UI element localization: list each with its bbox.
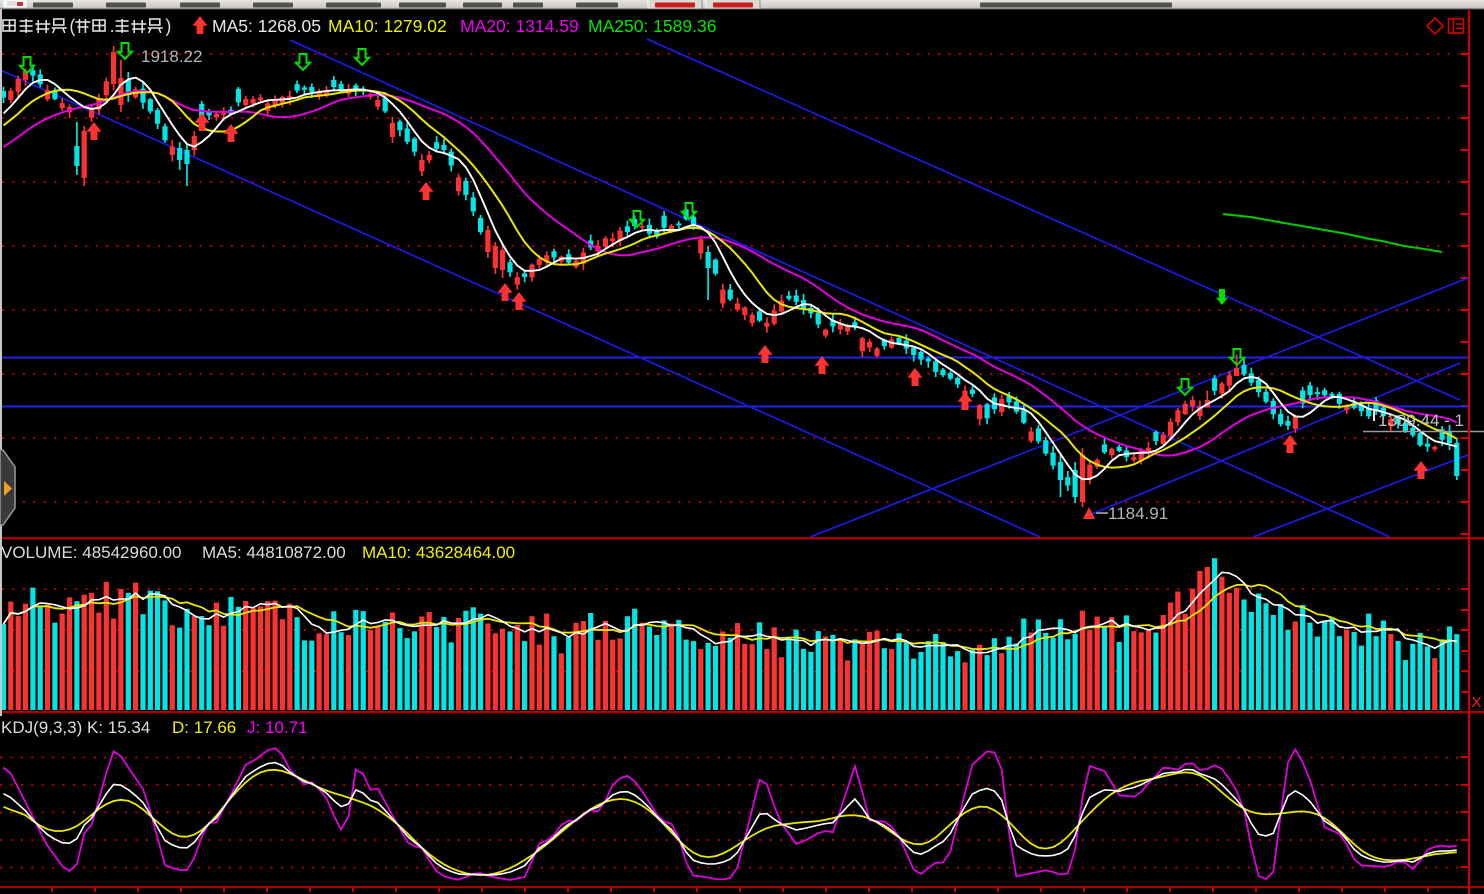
svg-text:.: . (110, 16, 115, 36)
svg-text:MA5: 1268.05: MA5: 1268.05 (212, 16, 321, 36)
svg-text:1918.22: 1918.22 (141, 47, 202, 66)
svg-text:J: 10.71: J: 10.71 (247, 718, 308, 737)
svg-text:D: 17.66: D: 17.66 (172, 718, 236, 737)
svg-text:MA10: 43628464.00: MA10: 43628464.00 (362, 543, 515, 562)
svg-text:KDJ(9,3,3) K: 15.34: KDJ(9,3,3) K: 15.34 (1, 718, 150, 737)
svg-text:): ) (165, 16, 171, 36)
svg-text:1309.44 - 1: 1309.44 - 1 (1378, 411, 1464, 430)
svg-text:X: X (1472, 694, 1482, 711)
svg-text:MA10: 1279.02: MA10: 1279.02 (328, 16, 447, 36)
svg-text:MA250: 1589.36: MA250: 1589.36 (588, 16, 716, 36)
svg-text:MA5: 44810872.00: MA5: 44810872.00 (202, 543, 346, 562)
svg-text:MA20: 1314.59: MA20: 1314.59 (460, 16, 579, 36)
svg-text:1184.91: 1184.91 (1108, 504, 1168, 523)
svg-text:VOLUME: 48542960.00: VOLUME: 48542960.00 (1, 543, 182, 562)
svg-text:(: ( (69, 16, 75, 36)
